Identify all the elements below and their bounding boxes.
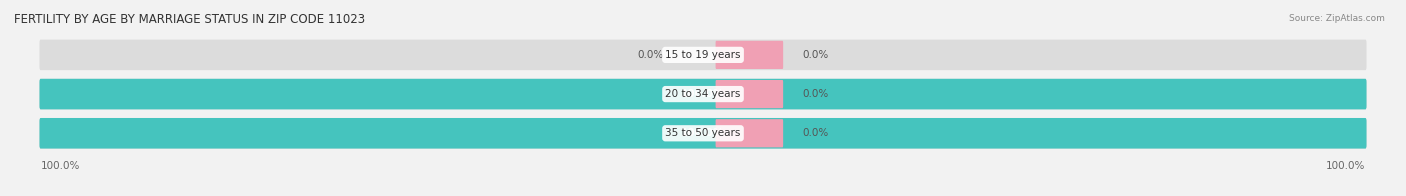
Text: 20 to 34 years: 20 to 34 years — [665, 89, 741, 99]
FancyBboxPatch shape — [716, 41, 783, 69]
Text: 100.0%: 100.0% — [1326, 161, 1365, 171]
Text: 0.0%: 0.0% — [637, 50, 664, 60]
Text: 0.0%: 0.0% — [803, 128, 828, 138]
Text: 35 to 50 years: 35 to 50 years — [665, 128, 741, 138]
FancyBboxPatch shape — [39, 118, 1367, 149]
Text: 0.0%: 0.0% — [803, 50, 828, 60]
Text: 100.0%: 100.0% — [682, 89, 724, 99]
FancyBboxPatch shape — [716, 80, 783, 108]
Text: 100.0%: 100.0% — [41, 161, 80, 171]
Text: 100.0%: 100.0% — [682, 128, 724, 138]
FancyBboxPatch shape — [39, 79, 1367, 109]
Text: Source: ZipAtlas.com: Source: ZipAtlas.com — [1289, 14, 1385, 23]
FancyBboxPatch shape — [716, 119, 783, 147]
FancyBboxPatch shape — [39, 79, 1367, 109]
Text: FERTILITY BY AGE BY MARRIAGE STATUS IN ZIP CODE 11023: FERTILITY BY AGE BY MARRIAGE STATUS IN Z… — [14, 13, 366, 26]
Text: 15 to 19 years: 15 to 19 years — [665, 50, 741, 60]
FancyBboxPatch shape — [39, 40, 1367, 70]
Legend: Married, Unmarried: Married, Unmarried — [630, 194, 776, 196]
Text: 0.0%: 0.0% — [803, 89, 828, 99]
FancyBboxPatch shape — [39, 118, 1367, 149]
